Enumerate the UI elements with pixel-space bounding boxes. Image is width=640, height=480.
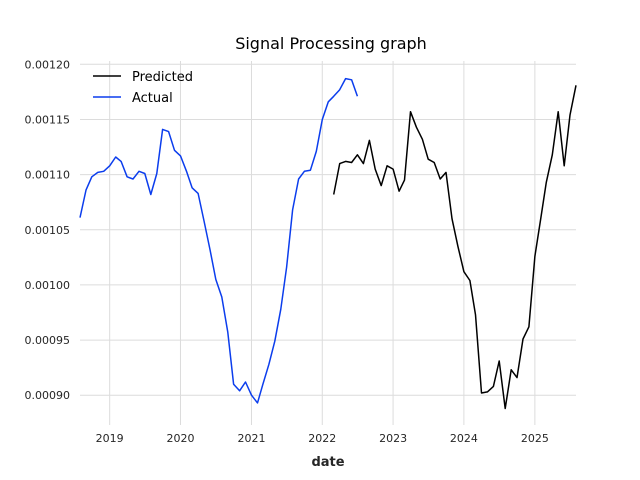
x-axis-ticks: 2019 2020 2021 2022 2023 2024 2025 bbox=[96, 432, 549, 445]
chart-title: Signal Processing graph bbox=[235, 34, 427, 53]
x-tick-label: 2023 bbox=[379, 432, 407, 445]
y-tick-label: 0.00105 bbox=[25, 224, 71, 237]
x-axis-label: date bbox=[311, 455, 344, 470]
series-line-actual bbox=[79, 77, 359, 404]
y-tick-label: 0.00120 bbox=[25, 58, 71, 71]
grid bbox=[80, 61, 576, 425]
y-tick-label: 0.00090 bbox=[25, 389, 71, 402]
series-lines bbox=[79, 77, 577, 410]
series-line-predicted bbox=[332, 85, 577, 410]
y-axis-ticks: 0.00090 0.00095 0.00100 0.00105 0.00110 0.001… bbox=[25, 58, 71, 402]
y-tick-label: 0.00110 bbox=[25, 169, 71, 182]
x-tick-label: 2019 bbox=[96, 432, 124, 445]
y-tick-label: 0.00095 bbox=[25, 334, 71, 347]
x-tick-label: 2025 bbox=[521, 432, 549, 445]
y-tick-label: 0.00100 bbox=[25, 279, 71, 292]
x-tick-label: 2022 bbox=[308, 432, 336, 445]
legend-label-actual: Actual bbox=[132, 91, 173, 106]
x-tick-label: 2021 bbox=[237, 432, 265, 445]
x-tick-label: 2024 bbox=[450, 432, 478, 445]
legend-label-predicted: Predicted bbox=[132, 70, 193, 85]
legend: Predicted Actual bbox=[93, 70, 193, 106]
y-tick-label: 0.00115 bbox=[25, 113, 71, 126]
x-tick-label: 2020 bbox=[166, 432, 194, 445]
